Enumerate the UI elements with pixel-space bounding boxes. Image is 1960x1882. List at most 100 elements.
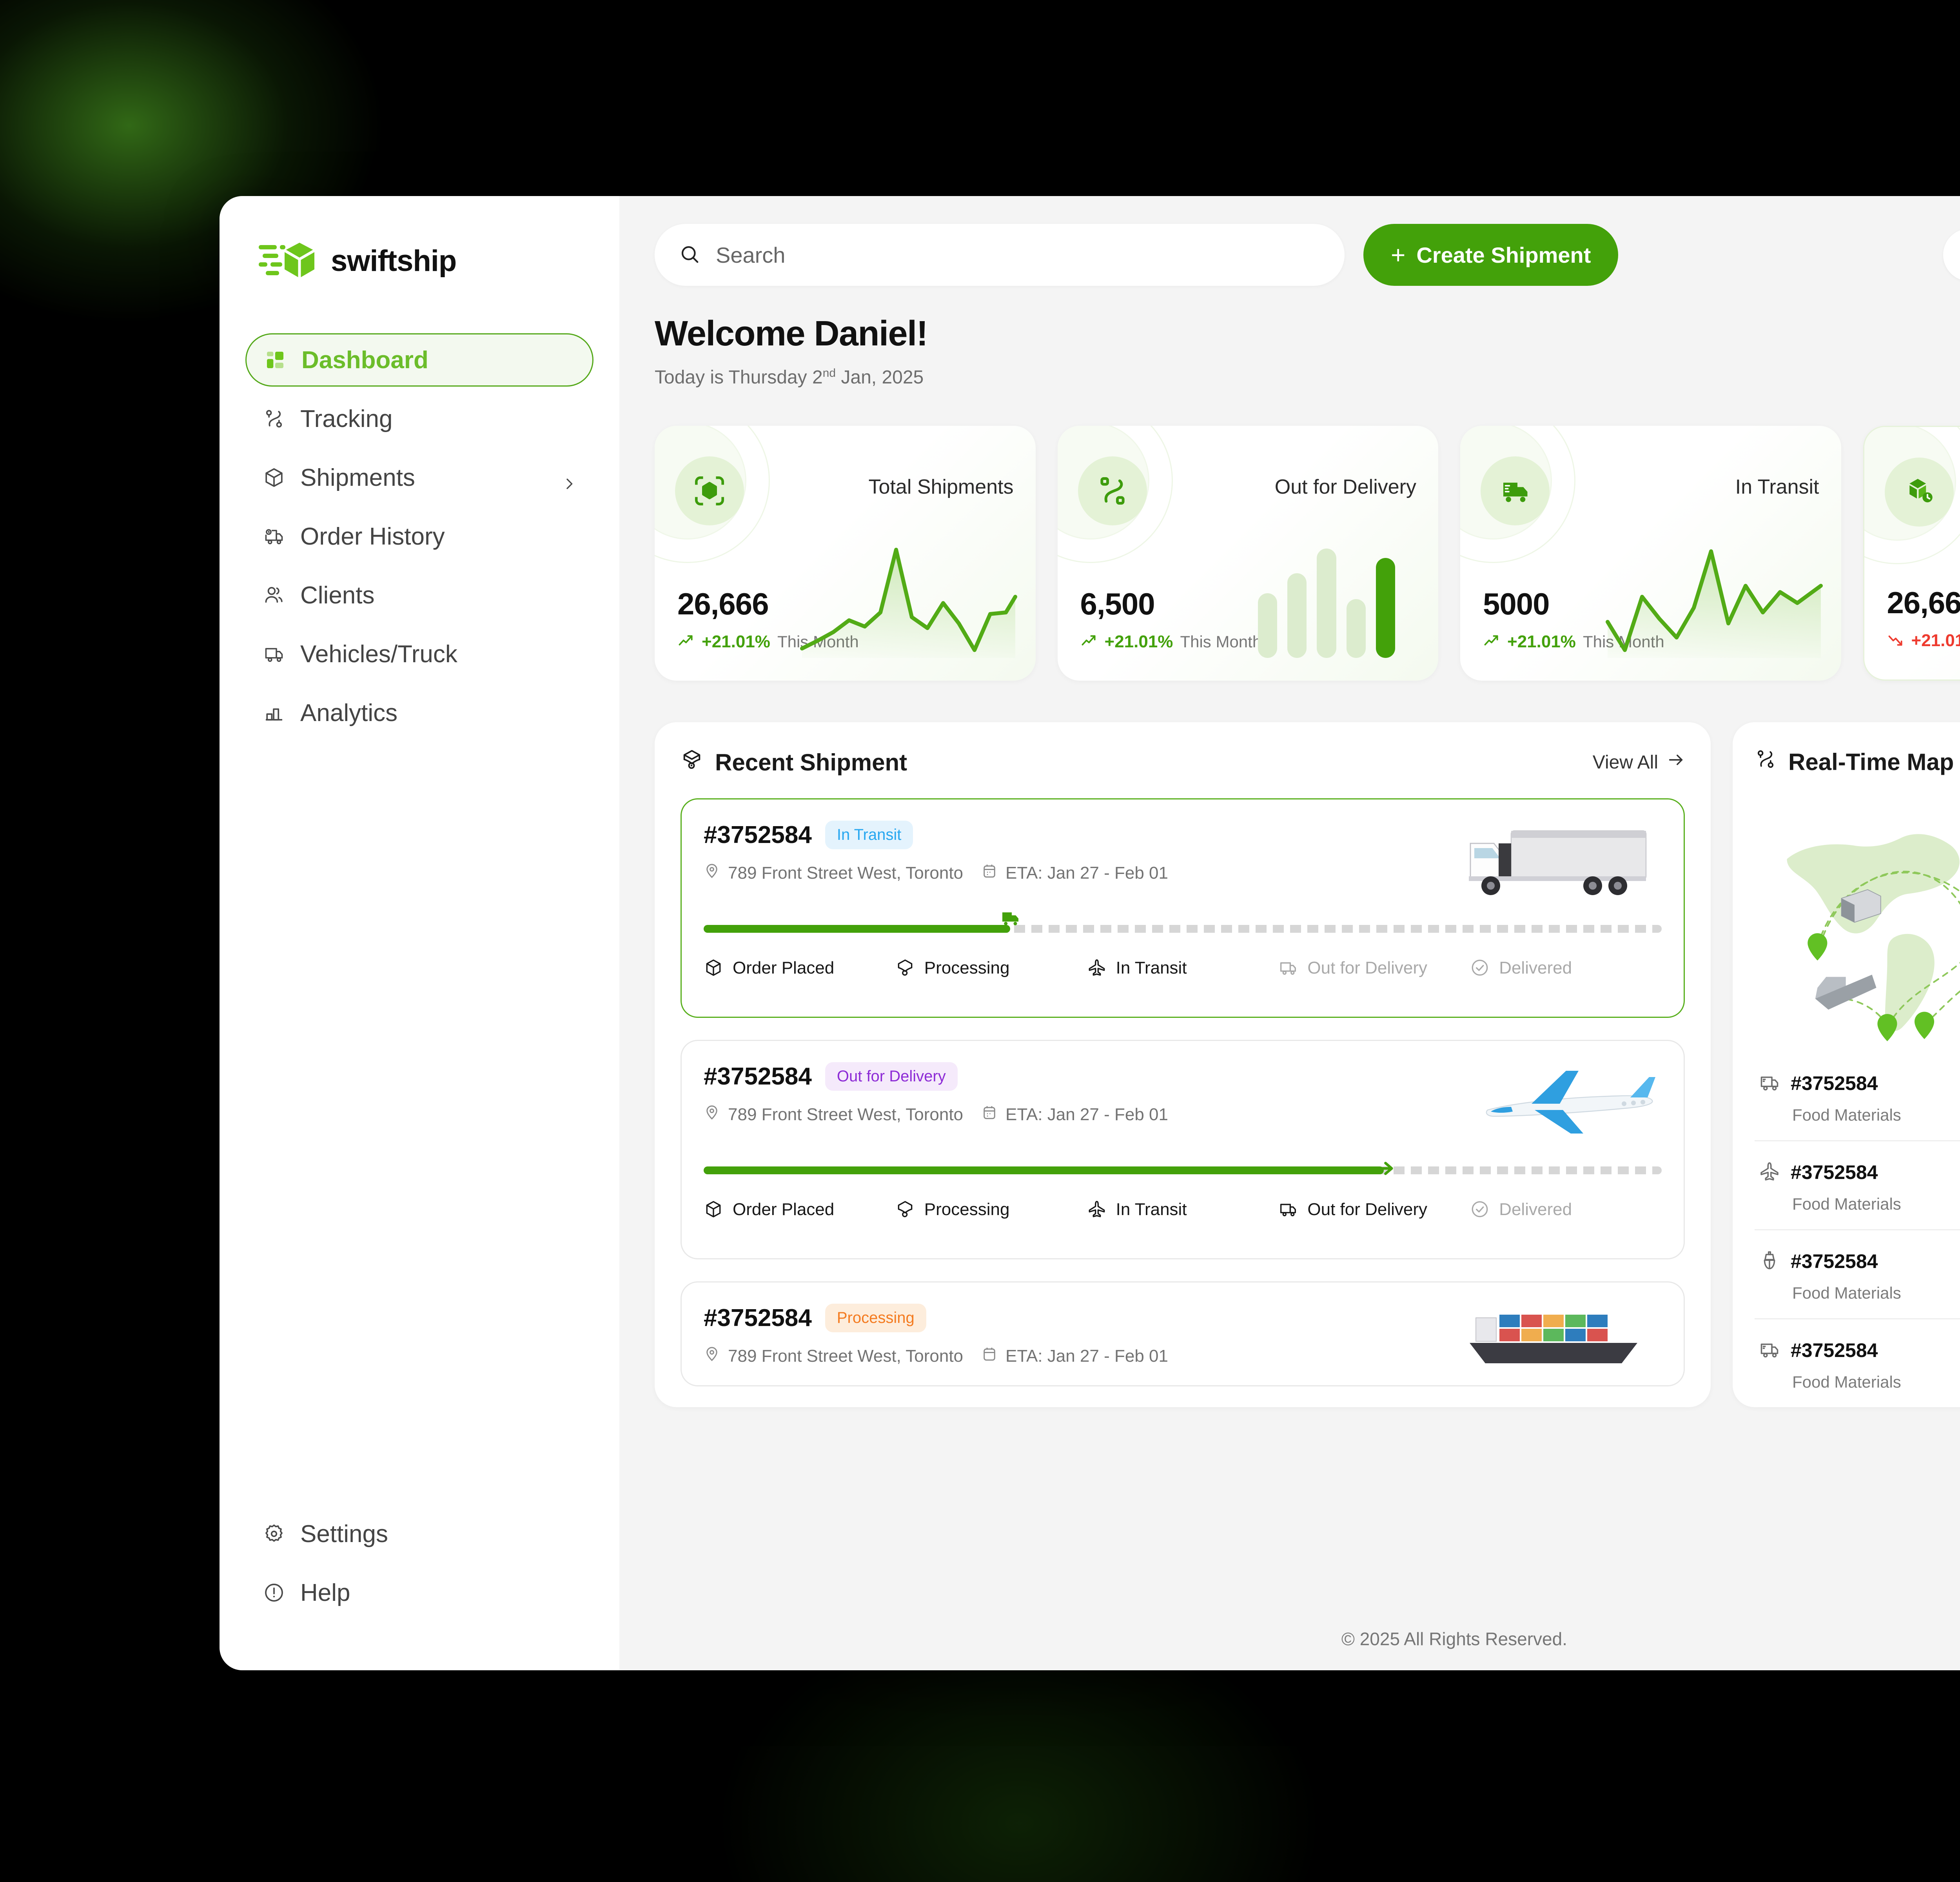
delivery-truck-icon bbox=[1759, 1339, 1780, 1362]
shipment-id: #3752584 bbox=[704, 1063, 812, 1090]
notifications-button[interactable] bbox=[1943, 229, 1960, 281]
progress-fill bbox=[704, 1166, 1384, 1174]
calendar-icon bbox=[981, 1104, 998, 1125]
map-list-row: #3752584 In Transit bbox=[1759, 1248, 1960, 1274]
stat-delta-value: +21.01% bbox=[1507, 632, 1576, 651]
map-list-item[interactable]: #3752584 In Transit Food Materials bbox=[1755, 1141, 1960, 1230]
recent-shipment-panel: Recent Shipment View All #3752584 bbox=[655, 722, 1711, 1407]
step-in-transit: In Transit bbox=[1087, 958, 1279, 978]
map-list-item[interactable]: #3752584 Processing Food Materials bbox=[1755, 1319, 1960, 1407]
view-all-button[interactable]: View All bbox=[1593, 751, 1685, 774]
shipment-card[interactable]: #3752584 In Transit 789 Front Street Wes… bbox=[681, 798, 1685, 1018]
step-order-placed: Order Placed bbox=[704, 958, 895, 978]
map-item-id: #3752584 bbox=[1791, 1072, 1878, 1094]
location-pin-icon bbox=[704, 1104, 720, 1125]
map-item-id: #3752584 bbox=[1791, 1339, 1878, 1361]
sidebar-bottom-nav: Settings Help bbox=[220, 1507, 619, 1670]
boxes-clock-icon bbox=[1884, 458, 1954, 527]
route-pin-icon bbox=[262, 407, 286, 431]
shipment-address: 789 Front Street West, Toronto bbox=[704, 1346, 963, 1366]
map-list-row: #3752584 Out for Delivery bbox=[1759, 1070, 1960, 1096]
stat-card-pending[interactable]: Pending 26,666 +21.01% This Month bbox=[1863, 426, 1960, 681]
step-processing: Processing bbox=[895, 958, 1087, 978]
shipment-id: #3752584 bbox=[704, 821, 812, 848]
sidebar-item-label: Settings bbox=[300, 1520, 388, 1548]
footer: © 2025 All Rights Reserved. bbox=[619, 1608, 1960, 1670]
arrow-right-icon bbox=[1667, 751, 1685, 774]
chevron-right-icon bbox=[561, 470, 577, 489]
stat-label: In Transit bbox=[1735, 476, 1819, 498]
sidebar-item-label: Help bbox=[300, 1579, 350, 1606]
sidebar-item-clients[interactable]: Clients bbox=[245, 569, 593, 622]
map-list-row: #3752584 Processing bbox=[1759, 1337, 1960, 1363]
today-date: Today is Thursday 2nd Jan, 2025 bbox=[655, 367, 924, 388]
map-item-id: #3752584 bbox=[1791, 1250, 1878, 1272]
swiftship-logo-icon bbox=[259, 240, 318, 281]
shipment-header-row: #3752584 Out for Delivery bbox=[704, 1062, 1662, 1091]
sidebar-item-label: Tracking bbox=[300, 405, 393, 432]
map-header: Real-Time Map bbox=[1755, 748, 1960, 776]
users-icon bbox=[262, 583, 286, 607]
content-fade bbox=[619, 1560, 1960, 1608]
sidebar-item-shipments[interactable]: Shipments bbox=[245, 451, 593, 504]
real-time-map-panel: Real-Time Map bbox=[1733, 722, 1960, 1407]
map-item-cargo: Food Materials bbox=[1792, 1373, 1901, 1391]
stat-value: 26,666 bbox=[1887, 585, 1960, 620]
map-title: Real-Time Map bbox=[1755, 748, 1954, 776]
search-input[interactable]: Search bbox=[655, 224, 1345, 286]
shipment-address: 789 Front Street West, Toronto bbox=[704, 863, 963, 883]
panel-title-text: Real-Time Map bbox=[1788, 748, 1954, 775]
trend-down-icon bbox=[1887, 631, 1904, 650]
map-item-cargo: Food Materials bbox=[1792, 1284, 1901, 1302]
sidebar: swiftship Dashboard bbox=[220, 196, 619, 1670]
bar-chart bbox=[1258, 540, 1396, 658]
map-ship-icon-west bbox=[1815, 974, 1877, 1010]
world-map-illustration[interactable] bbox=[1755, 794, 1960, 1045]
location-pin-icon bbox=[704, 863, 720, 883]
stat-card-total-shipments[interactable]: Total Shipments 26,666 +21.01% This Mont… bbox=[655, 426, 1036, 681]
shipment-progress bbox=[704, 1148, 1662, 1178]
stat-card-in-transit[interactable]: In Transit 5000 +21.01% This Month bbox=[1460, 426, 1841, 681]
step-delivered: Delivered bbox=[1470, 958, 1662, 978]
lower-grid: Recent Shipment View All #3752584 bbox=[655, 722, 1960, 1407]
box-icon bbox=[262, 465, 286, 490]
create-shipment-button[interactable]: + Create Shipment bbox=[1363, 224, 1619, 286]
sidebar-item-order-history[interactable]: Order History bbox=[245, 510, 593, 563]
brand-name: swiftship bbox=[331, 244, 457, 278]
route-pin-icon bbox=[1755, 748, 1777, 776]
sparkline-chart bbox=[799, 540, 1018, 658]
sidebar-item-label: Analytics bbox=[300, 699, 398, 727]
content: Welcome Daniel! Today is Thursday 2nd Ja… bbox=[619, 314, 1960, 1670]
brand: swiftship bbox=[220, 231, 619, 290]
stat-value: 6,500 bbox=[1080, 587, 1155, 621]
info-circle-icon bbox=[262, 1580, 286, 1605]
sidebar-item-dashboard[interactable]: Dashboard bbox=[245, 333, 593, 387]
shipment-card[interactable]: #3752584 Processing 789 Front Street Wes… bbox=[681, 1281, 1685, 1386]
sidebar-item-help[interactable]: Help bbox=[245, 1566, 593, 1619]
sidebar-item-label: Order History bbox=[300, 523, 445, 550]
progress-fill bbox=[704, 925, 1011, 933]
map-list-item[interactable]: #3752584 Out for Delivery Food Materials bbox=[1755, 1052, 1960, 1141]
stat-label: Out for Delivery bbox=[1274, 476, 1416, 498]
sidebar-item-vehicles-truck[interactable]: Vehicles/Truck bbox=[245, 627, 593, 681]
semi-truck-illustration bbox=[1469, 830, 1647, 895]
stat-label: Total Shipments bbox=[868, 476, 1014, 498]
sidebar-item-analytics[interactable]: Analytics bbox=[245, 686, 593, 739]
main-area: Search + Create Shipment bbox=[619, 196, 1960, 1670]
stat-delta-value: +21.01% bbox=[1104, 632, 1173, 651]
map-list-row: #3752584 In Transit bbox=[1759, 1159, 1960, 1185]
stat-value: 5000 bbox=[1483, 587, 1550, 621]
route-pin-icon bbox=[1078, 456, 1147, 525]
plane-icon bbox=[1759, 1161, 1780, 1184]
sidebar-item-settings[interactable]: Settings bbox=[245, 1507, 593, 1560]
stat-card-out-for-delivery[interactable]: Out for Delivery 6,500 +21.01% This Mont… bbox=[1057, 426, 1438, 681]
calendar-icon bbox=[981, 863, 998, 883]
create-shipment-label: Create Shipment bbox=[1416, 242, 1591, 267]
map-list-item[interactable]: #3752584 In Transit Food Materials bbox=[1755, 1230, 1960, 1319]
shipment-card[interactable]: #3752584 Out for Delivery 789 Front Stre… bbox=[681, 1040, 1685, 1259]
trend-up-icon bbox=[1483, 632, 1500, 652]
shipment-meta: 789 Front Street West, Toronto ETA: Jan bbox=[704, 1104, 1662, 1125]
sidebar-nav: Dashboard Tracking bbox=[220, 333, 619, 739]
map-item-id: #3752584 bbox=[1791, 1161, 1878, 1183]
sidebar-item-tracking[interactable]: Tracking bbox=[245, 392, 593, 445]
